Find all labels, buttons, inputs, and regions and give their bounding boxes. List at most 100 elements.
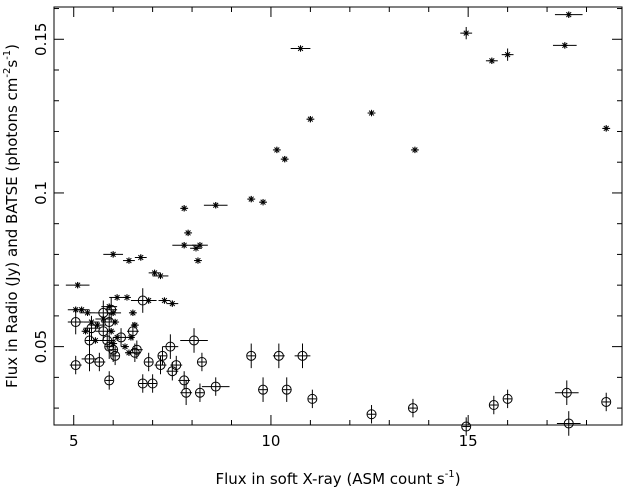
circle-marker	[461, 421, 472, 432]
circle-marker	[210, 381, 221, 392]
circle-marker	[102, 335, 113, 346]
circle-marker	[86, 323, 97, 334]
y-tick-label: 0.05	[32, 330, 50, 363]
star-point	[166, 300, 179, 307]
circle-marker	[129, 347, 140, 358]
star-point	[602, 125, 611, 132]
star-stroke	[274, 147, 280, 153]
circle-marker	[273, 350, 284, 361]
star-point	[172, 241, 196, 249]
y-axis-label-sup: -2	[2, 68, 13, 78]
star-point	[134, 254, 147, 261]
star-stroke	[307, 116, 314, 122]
circle-marker	[143, 356, 154, 367]
circle-marker	[94, 356, 105, 367]
circle-marker	[601, 396, 612, 407]
circle-marker	[84, 353, 95, 364]
circle-marker	[258, 384, 269, 395]
circle-marker	[563, 418, 574, 429]
star-point	[79, 309, 96, 317]
star-stroke	[130, 310, 136, 316]
circle-marker	[84, 335, 95, 346]
x-axis-label-tail: )	[455, 470, 461, 488]
circle-point	[178, 371, 191, 390]
circle-marker	[157, 350, 168, 361]
star-point	[367, 109, 376, 117]
circle-point	[101, 312, 118, 332]
y-axis-label-text: )	[3, 44, 21, 50]
circle-point	[502, 389, 513, 409]
circle-point	[294, 343, 311, 369]
circle-point	[126, 322, 139, 341]
star-stroke	[281, 156, 288, 162]
x-tick-label: 15	[459, 432, 478, 450]
star-stroke	[297, 45, 304, 52]
circle-point	[407, 398, 418, 418]
circle-point	[246, 343, 257, 369]
circle-point	[93, 352, 106, 372]
circle-marker	[155, 360, 166, 371]
star-stroke	[78, 306, 85, 313]
circle-marker	[181, 387, 192, 398]
circle-point	[366, 405, 377, 424]
star-point	[247, 195, 256, 203]
circle-point	[488, 395, 499, 415]
circle-marker	[147, 378, 158, 389]
circle-point	[162, 334, 179, 359]
y-axis-label-text: Flux in Radio (Jy) and BATSE (photons cm	[3, 78, 21, 388]
circle-marker	[246, 350, 257, 361]
star-point	[109, 294, 125, 301]
star-stroke	[368, 110, 375, 116]
star-stroke	[122, 343, 128, 350]
star-point	[123, 294, 131, 301]
circle-point	[67, 309, 84, 335]
star-stroke	[260, 199, 266, 205]
circle-point	[95, 322, 112, 341]
circle-marker	[307, 393, 318, 404]
circle-marker	[165, 341, 176, 352]
circle-marker	[110, 350, 121, 361]
circle-point	[130, 288, 155, 313]
circle-marker	[108, 344, 119, 355]
circle-point	[461, 417, 472, 436]
axis-ticks: 5 10 15 0.05 0.1 0.15	[32, 7, 622, 450]
y-axis-label-text: s	[3, 60, 21, 68]
star-stroke	[562, 42, 568, 49]
circle-marker	[137, 295, 148, 306]
star-point	[194, 257, 202, 264]
y-axis-label: Flux in Radio (Jy) and BATSE (photons cm…	[2, 44, 21, 388]
circle-point	[281, 377, 292, 402]
circle-marker	[104, 317, 115, 328]
circle-marker	[194, 387, 205, 398]
star-stroke	[195, 257, 201, 264]
circle-point	[130, 340, 143, 359]
star-point	[460, 26, 473, 40]
data-marks	[65, 11, 612, 436]
star-point	[203, 202, 228, 209]
circle-marker	[407, 403, 418, 414]
star-stroke	[126, 257, 132, 264]
circle-marker	[131, 344, 142, 355]
x-axis-label: Flux in soft X-ray (ASM count s-1)	[215, 469, 460, 488]
circle-point	[180, 328, 208, 353]
star-point	[123, 257, 135, 264]
star-stroke	[463, 30, 469, 36]
circle-point	[556, 411, 581, 436]
circle-marker	[104, 375, 115, 386]
circle-marker	[488, 400, 499, 411]
star-point	[272, 146, 281, 154]
star-stroke	[114, 294, 120, 301]
circle-point	[601, 392, 612, 412]
circle-point	[83, 315, 100, 341]
circle-point	[307, 389, 318, 409]
star-stroke	[193, 245, 199, 252]
circle-point	[147, 374, 158, 393]
star-point	[121, 343, 129, 350]
circle-marker	[502, 393, 513, 404]
x-tick-label: 10	[261, 432, 280, 450]
circle-marker	[189, 335, 200, 346]
circle-point	[170, 355, 183, 375]
star-point	[73, 306, 90, 313]
star-stroke	[197, 242, 203, 248]
